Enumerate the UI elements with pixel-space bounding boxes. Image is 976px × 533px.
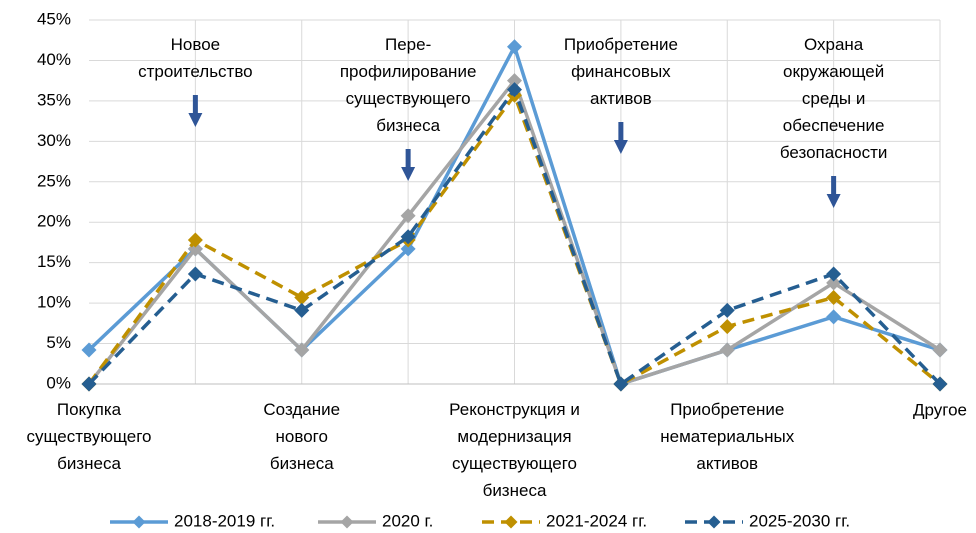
y-tick-label: 45% [37,9,71,28]
data-point [932,342,948,358]
data-point [81,342,97,358]
y-tick-label: 20% [37,212,71,231]
legend-label: 2018-2019 гг. [174,511,275,530]
y-tick-label: 25% [37,171,71,190]
data-point [826,309,842,325]
data-point [932,376,948,392]
arrow-head [401,167,416,181]
data-point [613,376,629,392]
arrow-shaft [192,95,198,113]
arrow-shaft [405,149,411,167]
arrow-head [613,140,628,154]
data-point [719,302,735,318]
data-point [507,82,522,98]
x-tick-label: Создание нового бизнеса [263,400,340,473]
y-tick-label: 10% [37,293,71,312]
data-point [507,73,522,89]
legend-marker [504,515,518,529]
data-point [719,319,735,335]
legend-marker [340,515,354,529]
x-tick-label: Другое [913,400,967,419]
data-point [826,289,842,305]
data-point [826,275,842,291]
y-tick-label: 35% [37,90,71,109]
legend-marker [707,515,721,529]
data-point [400,229,416,245]
annotation-label: Новое строительство [138,35,253,81]
legend-label: 2020 г. [382,511,433,530]
legend-label: 2021-2024 гг. [546,511,647,530]
data-point [719,342,735,358]
data-point [507,39,522,55]
y-tick-label: 40% [37,50,71,69]
data-point [187,266,203,282]
data-point [81,376,97,392]
arrow-shaft [618,122,624,140]
arrow-head [188,113,203,127]
data-point [294,342,310,358]
data-point [294,289,310,305]
annotation-label: Охрана окружающей среды и обеспечение безопа… [780,35,887,162]
y-tick-label: 0% [46,373,71,392]
y-tick-label: 30% [37,131,71,150]
data-point [826,266,842,282]
annotation-label: Приобретение финансовых активов [564,35,678,108]
x-tick-label: Покупка существующего бизнеса [27,400,152,473]
annotation-label: Пере-профилирование существующего бизнеса [340,35,477,135]
x-tick-label: Реконструкция и модернизация существующего… [449,400,580,500]
data-point [294,302,310,318]
legend-marker [132,515,146,529]
y-tick-label: 15% [37,252,71,271]
data-point [400,208,416,224]
y-tick-label: 5% [46,333,71,352]
data-point [400,241,416,257]
arrow-head [826,194,841,208]
data-point [187,232,203,248]
arrow-shaft [831,176,837,194]
legend-label: 2025-2030 гг. [749,511,850,530]
x-tick-label: Приобретение нематериальных активов [660,400,794,473]
